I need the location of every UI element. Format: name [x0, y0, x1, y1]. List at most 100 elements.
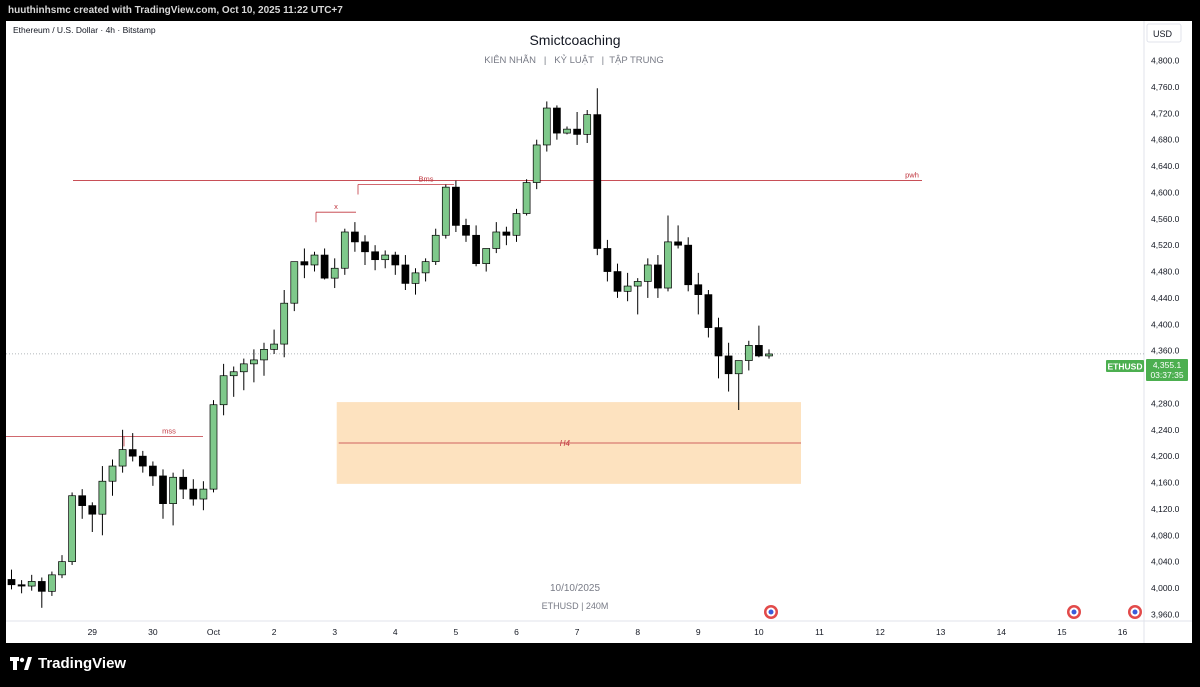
currency-label: USD: [1153, 29, 1173, 39]
chart-title: Smictcoaching: [529, 32, 620, 48]
candle-body: [239, 363, 248, 373]
candle-body: [149, 465, 157, 477]
candle[interactable]: [492, 222, 501, 254]
candle[interactable]: [169, 472, 177, 526]
economic-event-icon-1[interactable]: [764, 605, 778, 619]
candle[interactable]: [17, 580, 26, 594]
candle[interactable]: [340, 228, 349, 275]
candle[interactable]: [290, 261, 299, 312]
candle[interactable]: [189, 479, 198, 506]
candle[interactable]: [128, 433, 137, 462]
candle[interactable]: [411, 268, 420, 295]
candle[interactable]: [58, 555, 66, 579]
candle[interactable]: [654, 255, 662, 298]
y-axis-tick-label: 4,240.0: [1151, 425, 1180, 435]
candle[interactable]: [482, 248, 491, 272]
candle[interactable]: [573, 111, 581, 145]
candle[interactable]: [320, 248, 329, 280]
candle[interactable]: [351, 222, 359, 252]
candle-body: [310, 254, 319, 266]
candle[interactable]: [765, 349, 773, 359]
candle[interactable]: [613, 263, 622, 298]
candle[interactable]: [381, 250, 390, 269]
candle[interactable]: [229, 366, 238, 397]
candle[interactable]: [744, 340, 753, 371]
candle[interactable]: [421, 258, 430, 282]
candle[interactable]: [199, 481, 208, 511]
candle[interactable]: [462, 218, 470, 242]
candle[interactable]: [583, 110, 592, 143]
y-axis-tick-label: 4,680.0: [1151, 135, 1180, 145]
candle[interactable]: [704, 290, 713, 338]
candle[interactable]: [209, 400, 218, 493]
candle[interactable]: [623, 272, 632, 302]
candle[interactable]: [179, 469, 188, 500]
candle[interactable]: [472, 225, 480, 267]
candle[interactable]: [734, 360, 743, 411]
candle[interactable]: [512, 208, 521, 242]
candle-body: [462, 225, 470, 236]
candle-body: [320, 254, 329, 279]
candle[interactable]: [694, 272, 703, 315]
annotation-label-bms: Bms: [419, 175, 434, 184]
candle[interactable]: [37, 577, 46, 608]
candle[interactable]: [593, 88, 602, 256]
economic-event-icon-3[interactable]: [1128, 605, 1142, 619]
candle[interactable]: [633, 278, 642, 315]
x-axis-tick-label: 4: [393, 627, 398, 637]
candle[interactable]: [159, 469, 167, 519]
candle[interactable]: [441, 184, 450, 239]
candle[interactable]: [391, 251, 400, 275]
candle-body: [502, 231, 511, 236]
candle[interactable]: [361, 235, 369, 265]
candle[interactable]: [250, 349, 258, 383]
candle[interactable]: [138, 450, 147, 473]
candle[interactable]: [714, 317, 723, 379]
candle[interactable]: [98, 466, 107, 536]
candle[interactable]: [108, 459, 117, 496]
candle[interactable]: [563, 126, 571, 135]
candle[interactable]: [27, 574, 36, 591]
y-axis-tick-label: 4,280.0: [1151, 398, 1180, 408]
candle[interactable]: [532, 139, 541, 190]
currency-button[interactable]: USD: [1146, 23, 1182, 43]
candle[interactable]: [260, 342, 268, 376]
y-axis-tick-label: 3,960.0: [1151, 609, 1180, 619]
candle[interactable]: [310, 251, 319, 272]
candle[interactable]: [431, 228, 440, 265]
candle[interactable]: [239, 358, 248, 391]
y-axis-tick-label: 4,520.0: [1151, 240, 1180, 250]
candle-body: [88, 505, 97, 515]
candle[interactable]: [401, 255, 410, 291]
candle[interactable]: [270, 329, 278, 354]
candle[interactable]: [684, 237, 693, 292]
economic-event-icon-2[interactable]: [1067, 605, 1081, 619]
candle[interactable]: [643, 258, 652, 298]
candle[interactable]: [48, 571, 56, 596]
candle[interactable]: [674, 225, 682, 249]
candle[interactable]: [452, 180, 460, 232]
candle[interactable]: [502, 226, 511, 246]
candle[interactable]: [280, 290, 289, 358]
candle[interactable]: [330, 258, 339, 289]
candle[interactable]: [88, 502, 97, 532]
candle[interactable]: [603, 239, 612, 282]
candle[interactable]: [78, 489, 87, 519]
candle[interactable]: [118, 429, 127, 473]
tradingview-logo[interactable]: TradingView: [10, 655, 126, 672]
candle[interactable]: [522, 179, 531, 216]
candle[interactable]: [664, 215, 672, 292]
candle[interactable]: [68, 492, 76, 565]
x-axis-tick-label: 14: [997, 627, 1007, 637]
candle[interactable]: [300, 248, 309, 279]
price-tag-symbol-bg: [1106, 360, 1144, 372]
candle[interactable]: [7, 569, 16, 590]
candle[interactable]: [755, 325, 763, 358]
candle[interactable]: [219, 363, 228, 416]
candle[interactable]: [149, 461, 157, 486]
candle[interactable]: [371, 245, 379, 271]
candle[interactable]: [724, 342, 733, 392]
candle[interactable]: [553, 105, 561, 140]
candle[interactable]: [542, 101, 551, 152]
